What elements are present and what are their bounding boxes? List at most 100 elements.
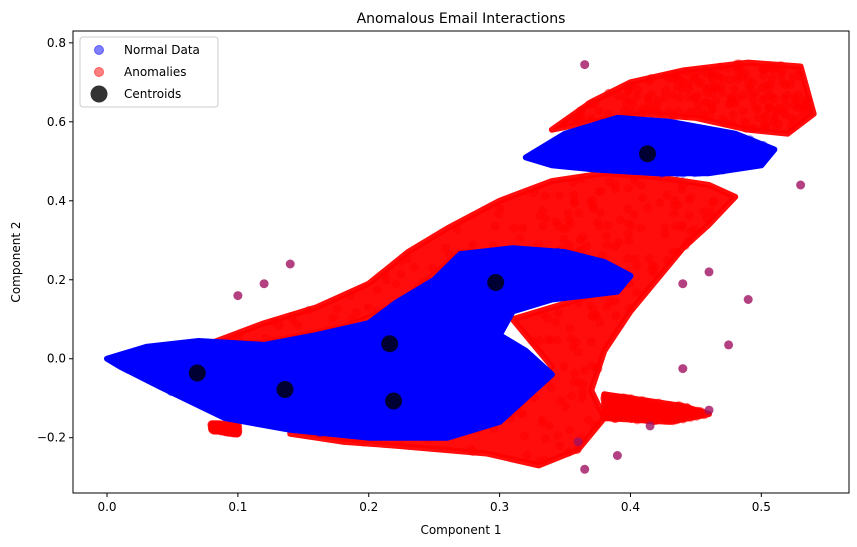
normal-data-point	[479, 370, 489, 380]
anomalies-point	[623, 108, 633, 118]
normal-data-point	[594, 282, 604, 292]
anomalies-point	[618, 393, 628, 403]
normal-data-point	[415, 386, 425, 396]
normal-data-point	[654, 134, 664, 144]
normal-data-point	[432, 304, 442, 313]
anomalies-point	[635, 411, 645, 420]
anomalies-point	[587, 195, 597, 205]
normal-data-point	[487, 389, 497, 399]
normal-data-point	[545, 154, 555, 164]
normal-data-point	[559, 146, 568, 156]
anomalies-point	[680, 241, 690, 250]
x-tick-label: 0.5	[752, 500, 771, 514]
anomalies-point	[717, 88, 727, 98]
normal-data-point	[736, 135, 746, 145]
normal-data-point	[255, 414, 264, 424]
normal-data-point	[489, 416, 499, 426]
anomalies-point	[598, 250, 608, 260]
anomalies-point	[761, 111, 771, 121]
y-tick-label: −0.2	[37, 431, 66, 445]
anomalies-point	[623, 229, 633, 239]
normal-data-point	[457, 341, 467, 351]
normal-data-point	[633, 121, 643, 131]
anomalies-point	[535, 336, 545, 345]
anomalies-point	[611, 395, 620, 405]
anomalies-point	[686, 227, 696, 236]
y-axis: −0.2 0.0 0.2 0.4 0.6 0.8	[37, 36, 73, 445]
anomalies-point	[468, 240, 477, 250]
anomalies-point	[669, 209, 679, 219]
anomalies-point	[785, 79, 795, 89]
anomalies-point	[624, 236, 634, 246]
normal-data-point	[350, 323, 359, 333]
anomalies-point	[441, 243, 450, 253]
normal-data-point	[272, 355, 282, 365]
anomalies-point	[560, 119, 570, 128]
normal-data-point	[423, 310, 432, 320]
anomalies-point	[623, 204, 633, 214]
anomalies-point	[274, 321, 284, 330]
anomalies-point	[693, 91, 703, 100]
anomalies-point	[577, 393, 587, 403]
anomalies-point	[733, 74, 743, 84]
anomalies-point	[677, 222, 687, 232]
anomalies-point	[570, 196, 580, 206]
anomalies-point	[620, 93, 630, 103]
x-tick-label: 0.0	[97, 500, 116, 514]
anomalies-point	[576, 174, 586, 184]
anomalies-point	[632, 91, 642, 101]
normal-data-point	[670, 137, 680, 147]
normal-data-point	[575, 159, 585, 169]
anomaly-point	[796, 180, 806, 190]
anomalies-point	[522, 450, 532, 460]
normal-data-point	[428, 324, 437, 334]
plot-area	[104, 59, 817, 474]
anomalies-point	[689, 71, 699, 81]
anomalies-point	[372, 285, 382, 295]
normal-data-point	[337, 365, 347, 375]
anomalies-point	[740, 68, 750, 78]
anomaly-point	[743, 295, 753, 304]
anomaly-point	[704, 267, 714, 277]
normal-data-point	[559, 254, 569, 264]
normal-data-point	[185, 390, 195, 400]
anomalies-point	[705, 111, 715, 121]
normal-data-point	[530, 264, 540, 274]
anomalies-point	[721, 118, 731, 128]
anomalies-point	[564, 447, 574, 457]
anomalies-point	[563, 208, 573, 218]
normal-data-point	[292, 375, 302, 385]
anomalies-point	[725, 75, 735, 85]
normal-data-point	[408, 409, 418, 419]
anomalies-point	[551, 317, 561, 327]
anomalies-point	[660, 93, 670, 103]
chart-title: Anomalous Email Interactions	[357, 11, 566, 27]
anomalies-point	[753, 113, 763, 123]
anomalies-point	[622, 412, 632, 422]
normal-data-point	[617, 159, 627, 169]
anomalies-point	[649, 105, 659, 115]
anomalies-point	[304, 306, 314, 315]
normal-data-point	[422, 364, 432, 374]
normal-data-point	[395, 423, 405, 433]
anomalies-point	[380, 270, 390, 280]
anomalies-point	[738, 106, 748, 116]
anomaly-point	[645, 421, 655, 431]
normal-data-point	[461, 317, 470, 327]
normal-data-point	[607, 163, 617, 173]
normal-data-point	[588, 157, 598, 167]
anomalies-point	[663, 255, 672, 265]
normal-data-point	[678, 168, 688, 178]
anomaly-point	[285, 259, 295, 269]
normal-data-point	[608, 144, 618, 154]
normal-data-point	[430, 431, 440, 441]
normal-data-point	[232, 365, 242, 375]
anomalies-point	[345, 290, 355, 300]
anomalies-point	[538, 221, 548, 231]
normal-data-point	[407, 304, 417, 314]
normal-data-point	[376, 374, 386, 384]
normal-data-point	[691, 136, 701, 146]
x-tick-label: 0.1	[228, 500, 247, 514]
anomaly-point	[704, 405, 714, 415]
normal-data-point	[708, 131, 718, 141]
